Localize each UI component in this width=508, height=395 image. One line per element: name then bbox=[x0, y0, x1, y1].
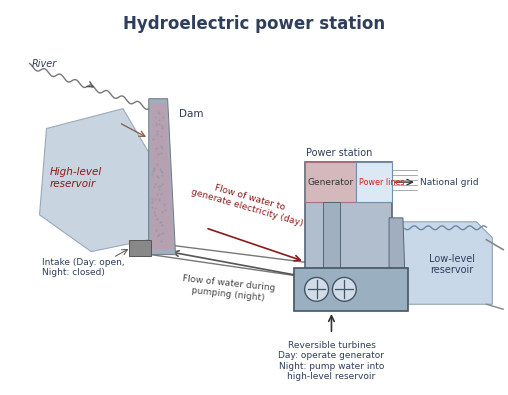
Bar bbox=[294, 267, 408, 311]
Polygon shape bbox=[149, 99, 176, 255]
Text: Flow of water during
pumping (night): Flow of water during pumping (night) bbox=[181, 275, 275, 303]
Text: Hydroelectric power station: Hydroelectric power station bbox=[123, 15, 385, 33]
Polygon shape bbox=[151, 103, 174, 250]
Bar bbox=[305, 162, 356, 202]
Text: Power lines: Power lines bbox=[359, 178, 405, 186]
Bar bbox=[305, 162, 392, 309]
Text: Flow of water to
generate electricity (day): Flow of water to generate electricity (d… bbox=[189, 177, 306, 228]
Bar bbox=[323, 202, 340, 301]
Text: River: River bbox=[31, 59, 57, 69]
Text: Low-level
reservoir: Low-level reservoir bbox=[429, 254, 474, 275]
Bar bbox=[356, 162, 392, 202]
Text: (Night): (Night) bbox=[361, 294, 393, 303]
Text: National grid: National grid bbox=[420, 178, 479, 186]
Text: Reversible turbines
Day: operate generator
Night: pump water into
high-level res: Reversible turbines Day: operate generat… bbox=[278, 341, 385, 381]
Text: (Day): (Day) bbox=[365, 263, 390, 273]
Text: Generator: Generator bbox=[307, 178, 354, 186]
Polygon shape bbox=[40, 109, 149, 252]
Bar bbox=[129, 240, 151, 256]
Circle shape bbox=[332, 277, 356, 301]
Text: Intake (Day: open,
Night: closed): Intake (Day: open, Night: closed) bbox=[42, 258, 124, 277]
Text: Dam: Dam bbox=[178, 109, 203, 118]
Polygon shape bbox=[392, 222, 492, 304]
Text: Power station: Power station bbox=[306, 148, 372, 158]
Circle shape bbox=[305, 277, 329, 301]
Text: High-level
reservoir: High-level reservoir bbox=[49, 167, 102, 189]
Polygon shape bbox=[389, 218, 406, 307]
